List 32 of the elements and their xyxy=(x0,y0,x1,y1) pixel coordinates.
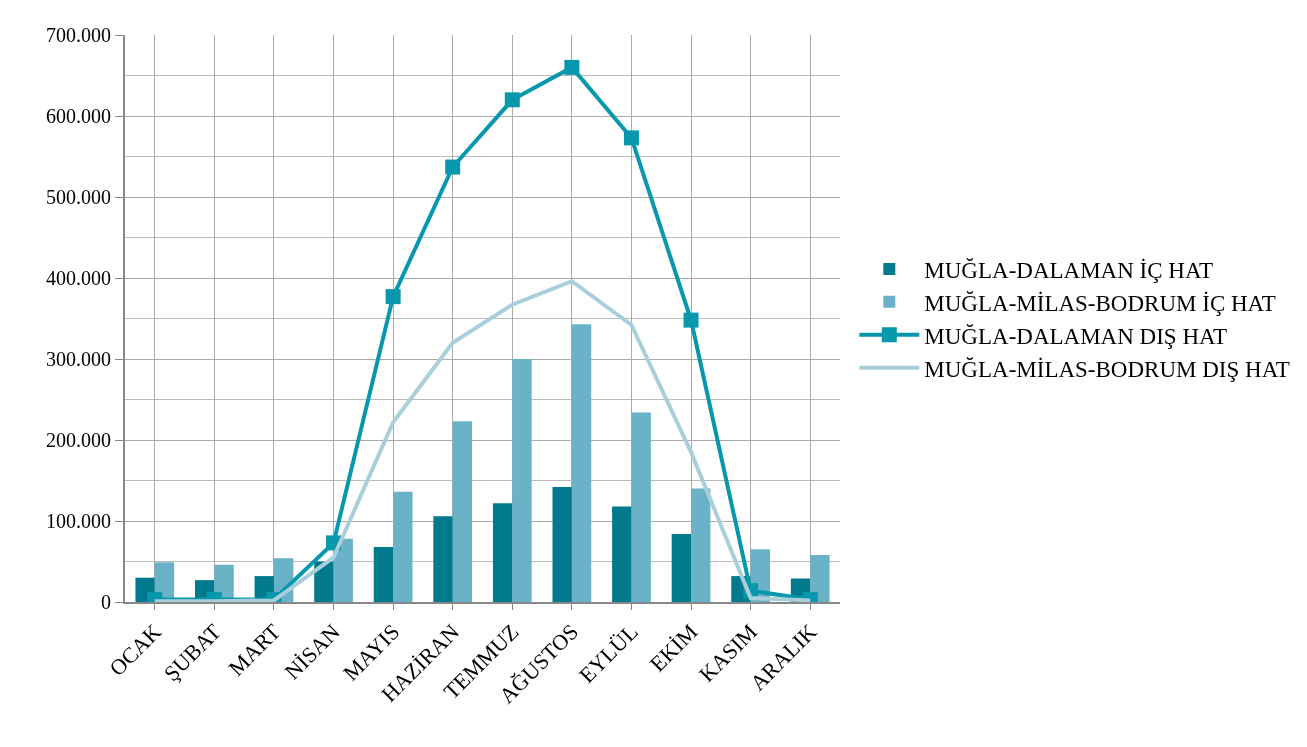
point xyxy=(445,159,461,175)
bar xyxy=(512,359,532,602)
bar xyxy=(433,516,453,602)
bar xyxy=(314,561,334,602)
bar xyxy=(671,533,692,602)
point xyxy=(623,130,639,146)
bar xyxy=(452,421,473,602)
y-tick-label: 100.000 xyxy=(46,510,111,532)
point xyxy=(504,92,520,108)
legend-label: MUĞLA-DALAMAN DIŞ HAT xyxy=(924,323,1228,349)
bar xyxy=(691,488,711,602)
y-tick-label: 0 xyxy=(101,591,111,613)
point xyxy=(385,289,401,305)
bar xyxy=(393,491,413,602)
bar xyxy=(612,506,632,602)
y-tick-label: 500.000 xyxy=(46,186,111,208)
y-tick-label: 200.000 xyxy=(46,429,111,451)
bar xyxy=(631,412,651,602)
y-tick-label: 400.000 xyxy=(46,267,111,289)
bar xyxy=(571,324,592,602)
legend-label: MUĞLA-MİLAS-BODRUM DIŞ HAT xyxy=(924,356,1290,382)
legend-label: MUĞLA-DALAMAN İÇ HAT xyxy=(924,257,1214,283)
bar xyxy=(552,486,572,602)
point xyxy=(683,312,699,328)
point xyxy=(564,59,580,75)
legend-label: MUĞLA-MİLAS-BODRUM İÇ HAT xyxy=(924,290,1276,316)
bar xyxy=(492,503,513,602)
bar xyxy=(810,555,830,602)
y-tick-label: 700.000 xyxy=(46,24,111,46)
bar xyxy=(373,546,394,602)
y-tick-label: 300.000 xyxy=(46,348,111,370)
y-tick-label: 600.000 xyxy=(46,105,111,127)
